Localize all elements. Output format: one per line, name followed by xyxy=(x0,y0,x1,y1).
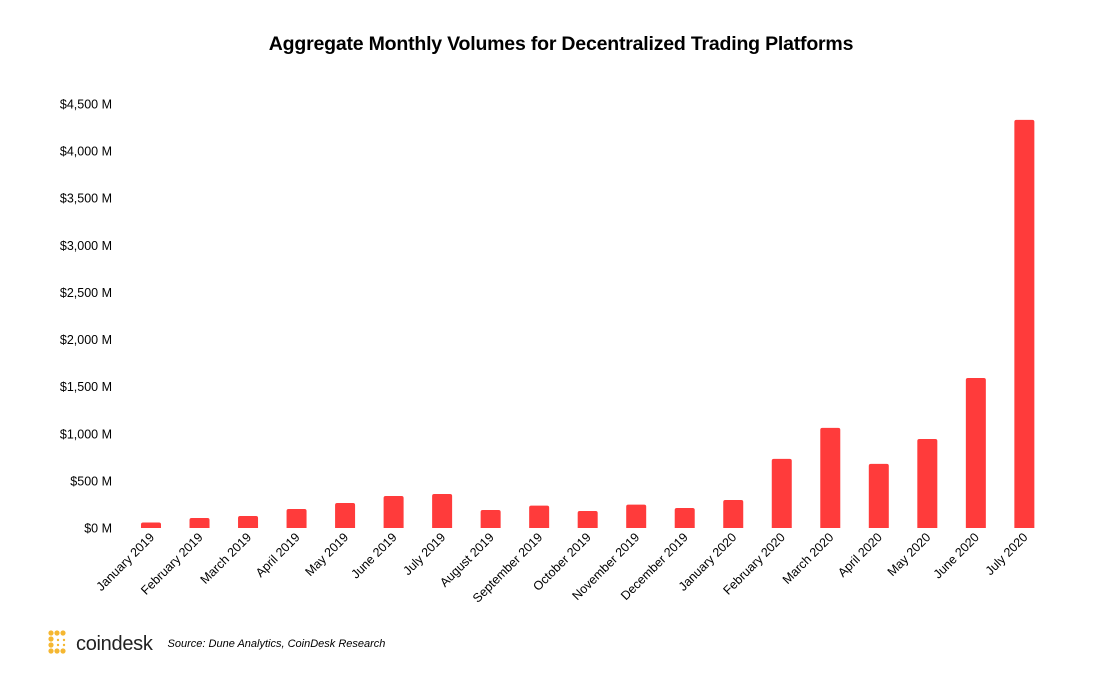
bar xyxy=(868,463,889,528)
bar xyxy=(189,518,210,528)
x-tick-label: June 2020 xyxy=(931,530,982,581)
bar xyxy=(529,505,550,528)
x-tick-label: July 2019 xyxy=(401,530,449,578)
x-tick-label: March 2020 xyxy=(780,530,837,587)
chart-title: Aggregate Monthly Volumes for Decentrali… xyxy=(268,33,854,55)
y-tick-label: $0 M xyxy=(84,522,112,536)
bar xyxy=(771,458,792,528)
bar xyxy=(286,508,307,528)
x-tick-label: June 2019 xyxy=(349,530,400,581)
y-tick-label: $1,000 M xyxy=(60,427,112,441)
bar xyxy=(577,511,598,528)
bar xyxy=(1014,119,1035,528)
y-tick-label: $500 M xyxy=(70,474,112,488)
bar xyxy=(820,427,841,528)
x-tick-label: March 2019 xyxy=(198,530,255,587)
bar xyxy=(141,522,161,528)
bars xyxy=(141,119,1035,528)
bar xyxy=(383,495,404,528)
x-tick-label: April 2020 xyxy=(835,530,885,580)
y-tick-label: $3,000 M xyxy=(60,239,112,253)
bar xyxy=(965,377,986,528)
x-tick-label: April 2019 xyxy=(253,530,303,580)
x-tick-label: May 2020 xyxy=(885,530,934,579)
bar xyxy=(335,503,356,528)
source-note: Source: Dune Analytics, CoinDesk Researc… xyxy=(167,638,386,650)
bar xyxy=(238,516,259,528)
y-tick-label: $2,000 M xyxy=(60,333,112,347)
footer: coindesk Source: Dune Analytics, CoinDes… xyxy=(48,629,386,659)
coindesk-logo-text: coindesk xyxy=(76,632,153,655)
bar xyxy=(674,508,695,528)
bar xyxy=(723,500,744,528)
x-tick-label: July 2020 xyxy=(983,530,1031,578)
y-tick-label: $1,500 M xyxy=(60,380,112,394)
y-tick-label: $4,000 M xyxy=(60,145,112,159)
bar xyxy=(626,504,647,528)
y-tick-label: $2,500 M xyxy=(60,286,112,300)
y-tick-label: $3,500 M xyxy=(60,192,112,206)
y-tick-label: $4,500 M xyxy=(60,98,112,112)
bar xyxy=(917,438,938,528)
bar xyxy=(432,493,453,528)
coindesk-logo-icon xyxy=(48,629,70,659)
x-tick-label: May 2019 xyxy=(302,530,351,579)
bar xyxy=(480,510,501,528)
y-axis: $0 M $500 M $1,000 M $1,500 M $2,000 M $2,500… xyxy=(60,98,112,536)
